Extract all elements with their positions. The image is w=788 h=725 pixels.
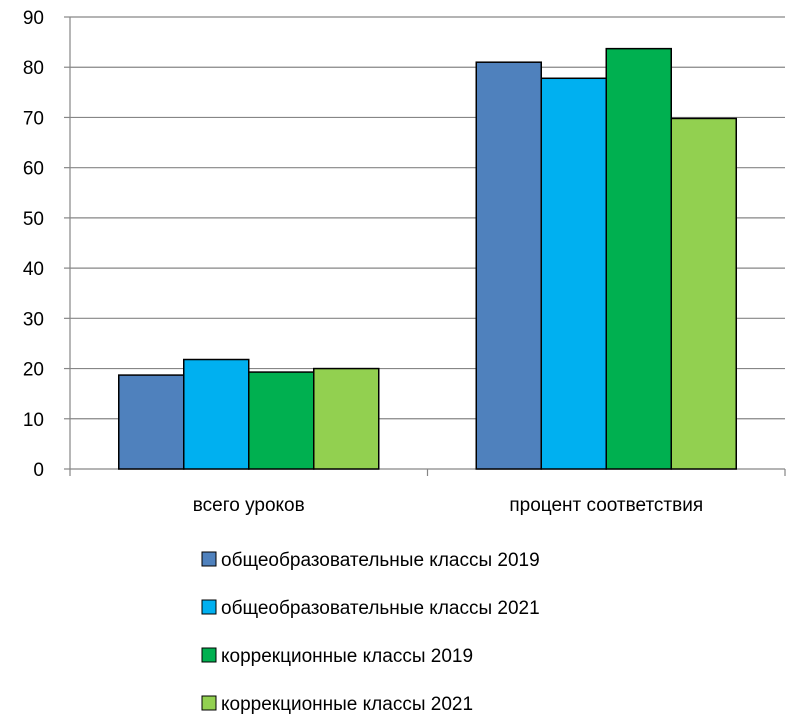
category-labels: всего уроков процент соответствия: [193, 495, 703, 516]
bar: [248, 371, 315, 470]
bar: [183, 358, 250, 470]
legend-label: общеобразовательные классы 2021: [221, 598, 540, 619]
y-tick-label: 30: [23, 309, 44, 330]
y-tick-label: 80: [23, 58, 44, 79]
legend-label: коррекционные классы 2021: [221, 694, 473, 715]
category-label: процент соответствия: [509, 495, 703, 516]
legend-swatch: [201, 695, 217, 711]
bar: [605, 47, 672, 470]
legend-swatch: [201, 551, 217, 567]
bar: [540, 77, 607, 470]
legend: общеобразовательные классы 2019 общеобраз…: [201, 550, 540, 715]
y-tick-label: 20: [23, 360, 44, 381]
bar: [313, 367, 380, 470]
y-tick-label: 60: [23, 159, 44, 180]
legend-label: общеобразовательные классы 2019: [221, 550, 540, 571]
y-tick-label: 10: [23, 410, 44, 431]
y-tick-label: 0: [33, 460, 44, 481]
y-tick-label: 90: [23, 8, 44, 29]
bar: [475, 61, 542, 470]
legend-label: коррекционные классы 2019: [221, 646, 473, 667]
y-tick-label: 70: [23, 108, 44, 129]
legend-swatch: [201, 647, 217, 663]
y-tick-labels: 0 10 20 30 40 50 60 70 80 90: [23, 8, 44, 481]
bar: [670, 117, 737, 470]
y-tick-label: 40: [23, 259, 44, 280]
bar: [118, 374, 185, 470]
category-label: всего уроков: [193, 495, 305, 516]
y-tick-label: 50: [23, 209, 44, 230]
legend-swatch: [201, 599, 217, 615]
bars: [118, 47, 737, 470]
